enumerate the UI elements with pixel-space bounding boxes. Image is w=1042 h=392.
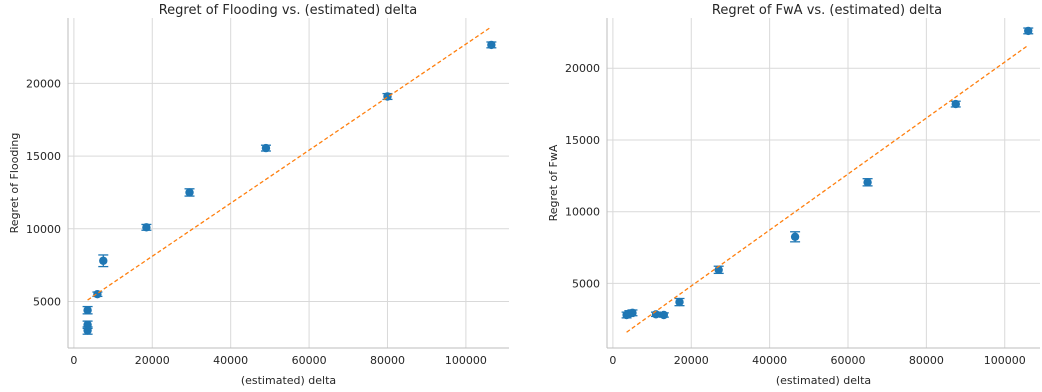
x-tick-label: 100000 — [984, 354, 1026, 367]
chart-title: Regret of FwA vs. (estimated) delta — [712, 3, 942, 18]
y-axis-label: Regret of Flooding — [8, 133, 21, 234]
data-point — [1024, 26, 1033, 36]
x-tick-label: 40000 — [213, 354, 248, 367]
x-axis-label: (estimated) delta — [241, 374, 336, 387]
data-point — [487, 40, 496, 50]
x-tick-label: 80000 — [909, 354, 944, 367]
x-tick-label: 0 — [609, 354, 616, 367]
y-axis-label: Regret of FwA — [547, 144, 560, 221]
x-tick-label: 100000 — [445, 354, 487, 367]
y-tick-label: 20000 — [565, 62, 600, 75]
x-axis-label: (estimated) delta — [776, 374, 871, 387]
x-tick-label: 0 — [70, 354, 77, 367]
y-tick-label: 10000 — [26, 223, 61, 236]
chart-title: Regret of Flooding vs. (estimated) delta — [159, 3, 418, 18]
x-tick-label: 40000 — [752, 354, 787, 367]
fit-line — [87, 27, 490, 301]
data-point — [675, 297, 684, 307]
y-tick-label: 15000 — [26, 150, 61, 163]
x-tick-label: 20000 — [674, 354, 709, 367]
x-tick-label: 60000 — [292, 354, 327, 367]
data-point — [628, 308, 637, 318]
y-tick-label: 10000 — [565, 206, 600, 219]
data-point — [99, 256, 108, 265]
data-point — [185, 188, 194, 197]
data-point — [83, 320, 92, 329]
y-tick-label: 15000 — [565, 134, 600, 147]
data-point — [83, 306, 92, 315]
data-point — [951, 99, 960, 109]
x-tick-label: 20000 — [135, 354, 170, 367]
data-point — [790, 232, 800, 242]
data-point — [261, 143, 271, 153]
data-point — [142, 223, 151, 232]
y-tick-label: 5000 — [572, 277, 600, 290]
chart-panel-1: 0 20000 40000 60000 80000 100000 5000 10000 1500… — [8, 3, 509, 387]
x-tick-label: 80000 — [370, 354, 405, 367]
data-point — [659, 310, 669, 320]
data-point — [863, 178, 872, 187]
x-tick-label: 60000 — [830, 354, 865, 367]
y-tick-label: 20000 — [26, 77, 61, 90]
chart-panel-2: 0 20000 40000 60000 80000 100000 5000 10000 1500… — [547, 3, 1040, 387]
y-tick-label: 5000 — [33, 295, 61, 308]
fit-line — [626, 44, 1029, 333]
